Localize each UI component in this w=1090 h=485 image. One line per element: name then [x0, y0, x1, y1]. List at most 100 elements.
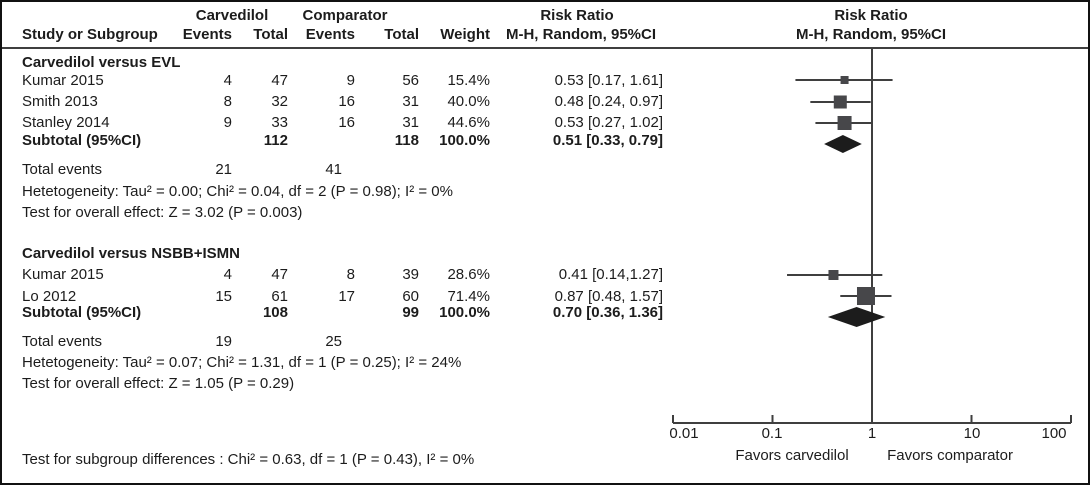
subtotal-risk-ratio-ci: 0.70 [0.36, 1.36] — [552, 304, 663, 321]
header-total-carvedilol: Total — [253, 26, 288, 43]
events-comparator: 16 — [338, 93, 355, 110]
overall-effect-text: Test for overall effect: Z = 3.02 (P = 0… — [22, 204, 303, 221]
study-label: Stanley 2014 — [22, 114, 110, 131]
header-ci-method-right: M-H, Random, 95%CI — [795, 26, 946, 43]
study-label: Kumar 2015 — [22, 266, 104, 283]
axis-tick-label: 0.1 — [761, 425, 783, 442]
total-comparator: 60 — [402, 288, 419, 305]
axis-tick — [771, 415, 774, 423]
header-divider — [2, 47, 1088, 49]
subtotal-total-carvedilol: 112 — [263, 132, 288, 149]
header-comparator-group: Comparator — [302, 7, 388, 24]
total-events-comparator: 41 — [325, 161, 342, 178]
axis-tick-label: 0.01 — [669, 425, 699, 442]
overall-effect-row: Test for overall effect: Z = 1.05 (P = 0… — [2, 373, 1088, 394]
weight-value: 71.4% — [447, 288, 490, 305]
risk-ratio-ci: 0.41 [0.14,1.27] — [558, 266, 663, 283]
risk-ratio-ci: 0.48 [0.24, 0.97] — [554, 93, 663, 110]
study-row: Stanley 2014 9 33 16 31 44.6% 0.53 [0.27… — [2, 112, 1088, 133]
group2-title-row: Carvedilol versus NSBB+ISMN — [2, 243, 1088, 264]
axis-tick-label: 100 — [1041, 425, 1067, 442]
axis-tick-label: 10 — [963, 425, 981, 442]
weight-value: 28.6% — [447, 266, 490, 283]
favors-left-label: Favors carvedilol — [735, 447, 849, 464]
group-title: Carvedilol versus EVL — [22, 54, 181, 71]
heterogeneity-row: Hetetogeneity: Tau² = 0.00; Chi² = 0.04,… — [2, 181, 1088, 202]
header-study: Study or Subgroup — [22, 26, 158, 43]
total-comparator: 39 — [402, 266, 419, 283]
heterogeneity-row: Hetetogeneity: Tau² = 0.07; Chi² = 1.31,… — [2, 352, 1088, 373]
weight-value: 44.6% — [447, 114, 490, 131]
group-title: Carvedilol versus NSBB+ISMN — [22, 245, 240, 262]
events-comparator: 9 — [346, 72, 355, 89]
total-events-row: Total events 19 25 — [2, 331, 1088, 352]
subtotal-total-carvedilol: 108 — [262, 304, 288, 321]
study-label: Smith 2013 — [22, 93, 98, 110]
total-comparator: 31 — [402, 114, 419, 131]
total-events-carvedilol: 19 — [215, 333, 232, 350]
axis-tick — [1070, 415, 1072, 423]
total-carvedilol: 33 — [271, 114, 288, 131]
total-carvedilol: 47 — [271, 72, 288, 89]
subtotal-label: Subtotal (95%CI) — [22, 132, 142, 149]
subtotal-row: Subtotal (95%CI) 108 99 100.0% 0.70 [0.3… — [2, 302, 1088, 323]
weight-value: 15.4% — [447, 72, 490, 89]
group1-title-row: Carvedilol versus EVL — [2, 52, 1088, 73]
total-carvedilol: 47 — [271, 266, 288, 283]
study-row: Kumar 2015 4 47 8 39 28.6% 0.41 [0.14,1.… — [2, 264, 1088, 285]
header-total-comparator: Total — [384, 26, 419, 43]
total-events-comparator: 25 — [325, 333, 342, 350]
subtotal-label: Subtotal (95%CI) — [22, 304, 142, 321]
header-carvedilol-group: Carvedilol — [195, 7, 269, 24]
header-ci-method-left: M-H, Random, 95%CI — [505, 26, 656, 43]
subtotal-risk-ratio-ci: 0.51 [0.33, 0.79] — [552, 132, 663, 149]
header-row-1: Carvedilol Comparator Risk Ratio Risk Ra… — [2, 5, 1088, 26]
total-comparator: 56 — [402, 72, 419, 89]
weight-value: 40.0% — [447, 93, 490, 110]
events-comparator: 16 — [338, 114, 355, 131]
total-events-row: Total events 21 41 — [2, 159, 1088, 180]
events-comparator: 17 — [338, 288, 355, 305]
risk-ratio-ci: 0.53 [0.17, 1.61] — [554, 72, 663, 89]
subgroup-test-row: Test for subgroup differences : Chi² = 0… — [2, 449, 1088, 470]
subtotal-row: Subtotal (95%CI) 112 118 100.0% 0.51 [0.… — [2, 130, 1088, 151]
study-row: Smith 2013 8 32 16 31 40.0% 0.48 [0.24, … — [2, 91, 1088, 112]
subtotal-weight: 100.0% — [439, 132, 490, 149]
events-comparator: 8 — [346, 266, 355, 283]
header-events-comparator: Events — [305, 26, 355, 43]
heterogeneity-text: Hetetogeneity: Tau² = 0.07; Chi² = 1.31,… — [22, 354, 462, 371]
events-carvedilol: 15 — [215, 288, 232, 305]
total-events-label: Total events — [22, 333, 103, 350]
events-carvedilol: 4 — [223, 72, 232, 89]
subtotal-total-comparator: 99 — [402, 304, 419, 321]
risk-ratio-ci: 0.87 [0.48, 1.57] — [554, 288, 663, 305]
axis-tick — [871, 415, 873, 423]
risk-ratio-ci: 0.53 [0.27, 1.02] — [554, 114, 663, 131]
favors-right-label: Favors comparator — [887, 447, 1013, 464]
total-carvedilol: 61 — [271, 288, 288, 305]
overall-effect-text: Test for overall effect: Z = 1.05 (P = 0… — [22, 375, 295, 392]
study-label: Lo 2012 — [22, 288, 77, 305]
total-events-label: Total events — [22, 161, 103, 178]
overall-effect-row: Test for overall effect: Z = 3.02 (P = 0… — [2, 202, 1088, 223]
study-label: Kumar 2015 — [22, 72, 104, 89]
subtotal-weight: 100.0% — [439, 304, 490, 321]
total-carvedilol: 32 — [271, 93, 288, 110]
events-carvedilol: 4 — [223, 266, 232, 283]
header-weight: Weight — [440, 26, 490, 43]
events-carvedilol: 9 — [223, 114, 232, 131]
total-comparator: 31 — [402, 93, 419, 110]
header-risk-ratio-left: Risk Ratio — [540, 7, 614, 24]
header-risk-ratio-right: Risk Ratio — [834, 7, 908, 24]
header-row-2: Study or Subgroup Events Total Events To… — [2, 24, 1088, 45]
header-events-carvedilol: Events — [182, 26, 232, 43]
axis-line — [673, 422, 1071, 424]
study-row: Lo 2012 15 61 17 60 71.4% 0.87 [0.48, 1.… — [2, 286, 1088, 307]
heterogeneity-text: Hetetogeneity: Tau² = 0.00; Chi² = 0.04,… — [22, 183, 453, 200]
axis-tick-label: 1 — [867, 425, 877, 442]
events-carvedilol: 8 — [223, 93, 232, 110]
study-row: Kumar 2015 4 47 9 56 15.4% 0.53 [0.17, 1… — [2, 70, 1088, 91]
subtotal-total-comparator: 118 — [394, 132, 419, 149]
axis-tick — [672, 415, 674, 423]
